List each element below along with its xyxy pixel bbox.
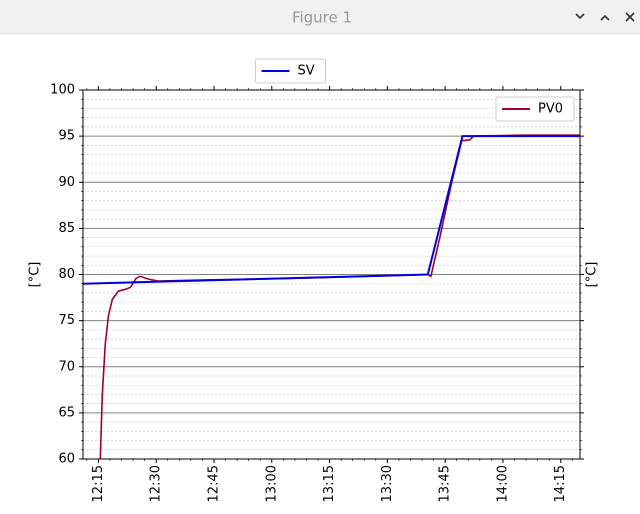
y-tick-label: 90 (58, 175, 75, 190)
y-tick-label: 80 (58, 267, 75, 282)
x-tick-label: 13:45 (438, 465, 453, 502)
legend-label: PV0 (538, 102, 563, 117)
x-tick-label: 13:15 (322, 465, 337, 502)
y-tick-label: 65 (58, 405, 75, 420)
legend-box (495, 96, 575, 122)
y-tick-label: 60 (58, 452, 75, 467)
plot: 60 65 70 75 80 85 90 95 100 12:15 12:30 12:45 13:00 1… (28, 58, 600, 502)
y-tick-label: 100 (50, 83, 75, 98)
y-tick-label: 75 (58, 313, 75, 328)
axes-frame (82, 89, 581, 460)
y-tick-label: 95 (58, 129, 75, 144)
series-line (83, 135, 580, 285)
x-tick-label: 12:30 (149, 465, 164, 502)
x-tick-label: 14:15 (553, 465, 568, 502)
x-tick-label: 12:15 (91, 465, 106, 502)
x-tick-label: 12:45 (206, 465, 221, 502)
y-tick-label: 85 (58, 221, 75, 236)
title-bar (0, 0, 640, 34)
x-tick-label: 13:00 (264, 465, 279, 502)
y-axis-label: [°C] (28, 262, 43, 288)
x-tick-label: 14:00 (495, 465, 510, 502)
legend-box (255, 58, 326, 84)
x-tick-label: 13:30 (380, 465, 395, 502)
legend-label: SV (298, 64, 315, 79)
window-title: Figure 1 (292, 9, 352, 27)
window-controls[interactable] (575, 12, 635, 22)
y2-axis-label: [°C] (585, 262, 600, 288)
y-tick-label: 70 (58, 359, 75, 374)
